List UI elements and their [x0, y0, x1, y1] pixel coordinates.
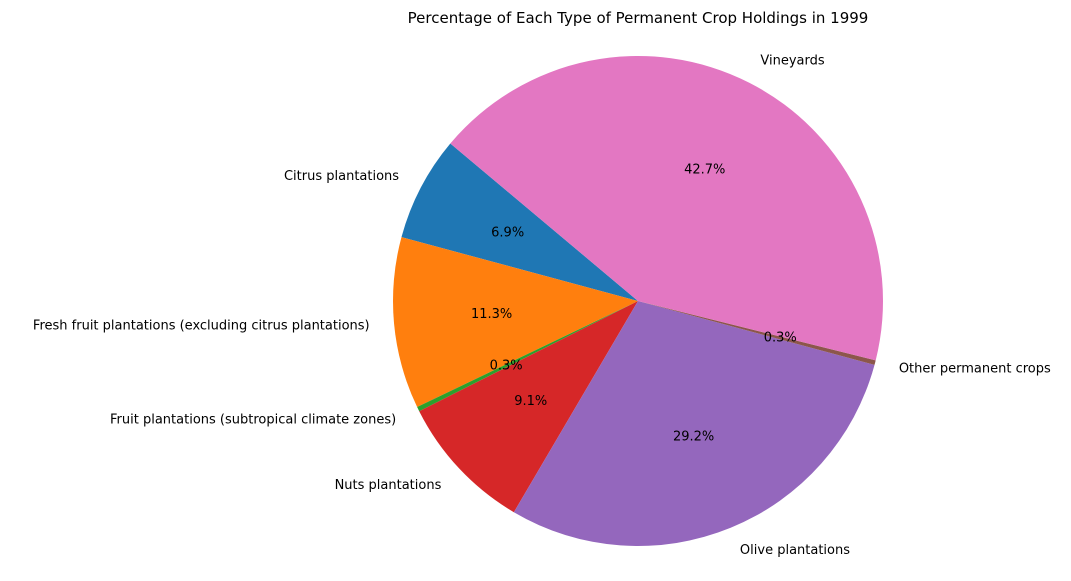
slice-label-fruit-plantations-subtropical-climate-zones: Fruit plantations (subtropical climate z… — [110, 412, 396, 427]
pie-slice-fruit-plantations-subtropical-climate-zones — [417, 301, 638, 412]
pct-label-citrus-plantations: 6.9% — [491, 225, 524, 240]
slice-label-other-permanent-crops: Other permanent crops — [899, 361, 1051, 376]
slice-label-fresh-fruit-plantations-excluding-citrus-plantations: Fresh fruit plantations (excluding citru… — [33, 318, 370, 333]
pie-slice-fresh-fruit-plantations-excluding-citrus-plantations — [392, 237, 638, 408]
pct-label-olive-plantations: 29.2% — [673, 430, 714, 445]
pie-slice-nuts-plantations — [419, 301, 638, 513]
chart-title: Percentage of Each Type of Permanent Cro… — [408, 9, 869, 27]
pie-slice-citrus-plantations — [401, 143, 638, 301]
pct-label-fresh-fruit-plantations-excluding-citrus-plantations: 11.3% — [471, 307, 512, 322]
pie-slice-other-permanent-crops — [638, 301, 876, 365]
pie-slice-vineyards — [450, 55, 883, 361]
labels-group: Citrus plantations 6.9% Fresh fruit planta… — [33, 53, 1051, 558]
slices-group — [392, 55, 883, 547]
slice-label-olive-plantations: Olive plantations — [740, 543, 850, 558]
pct-label-other-permanent-crops: 0.3% — [764, 330, 797, 345]
slice-label-citrus-plantations: Citrus plantations — [284, 169, 399, 184]
pct-label-nuts-plantations: 9.1% — [514, 394, 547, 409]
slice-label-nuts-plantations: Nuts plantations — [335, 478, 442, 493]
pct-label-fruit-plantations-subtropical-climate-zones: 0.3% — [490, 358, 523, 373]
pct-label-vineyards: 42.7% — [684, 163, 725, 178]
pie-slice-olive-plantations — [513, 301, 875, 547]
slice-label-vineyards: Vineyards — [760, 53, 824, 68]
